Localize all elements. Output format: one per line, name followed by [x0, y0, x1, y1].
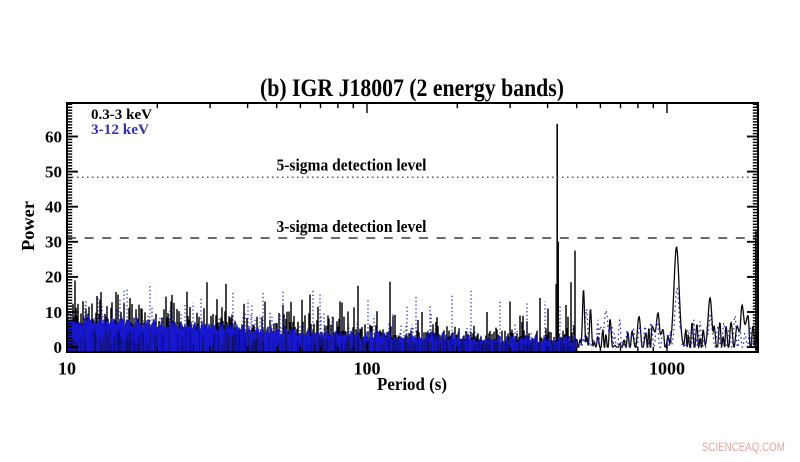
svg-text:10: 10 — [45, 303, 62, 322]
svg-text:Power: Power — [18, 201, 38, 251]
svg-text:100: 100 — [354, 359, 381, 379]
svg-text:50: 50 — [45, 162, 62, 181]
svg-text:0.3-3 keV: 0.3-3 keV — [91, 107, 152, 123]
svg-text:3-sigma detection level: 3-sigma detection level — [277, 217, 427, 236]
svg-text:40: 40 — [45, 198, 62, 217]
svg-text:SCIENCEAQ.COM: SCIENCEAQ.COM — [702, 440, 785, 454]
svg-text:Period (s): Period (s) — [377, 374, 447, 394]
svg-text:30: 30 — [45, 233, 62, 252]
svg-text:(b) IGR J18007 (2 energy bands: (b) IGR J18007 (2 energy bands) — [260, 75, 564, 102]
svg-text:60: 60 — [45, 127, 62, 146]
svg-text:10: 10 — [58, 359, 76, 379]
svg-text:0: 0 — [54, 338, 63, 357]
svg-text:5-sigma detection level: 5-sigma detection level — [277, 156, 427, 175]
svg-text:3-12 keV: 3-12 keV — [91, 122, 149, 138]
svg-text:20: 20 — [45, 268, 62, 287]
svg-text:1000: 1000 — [649, 359, 685, 379]
